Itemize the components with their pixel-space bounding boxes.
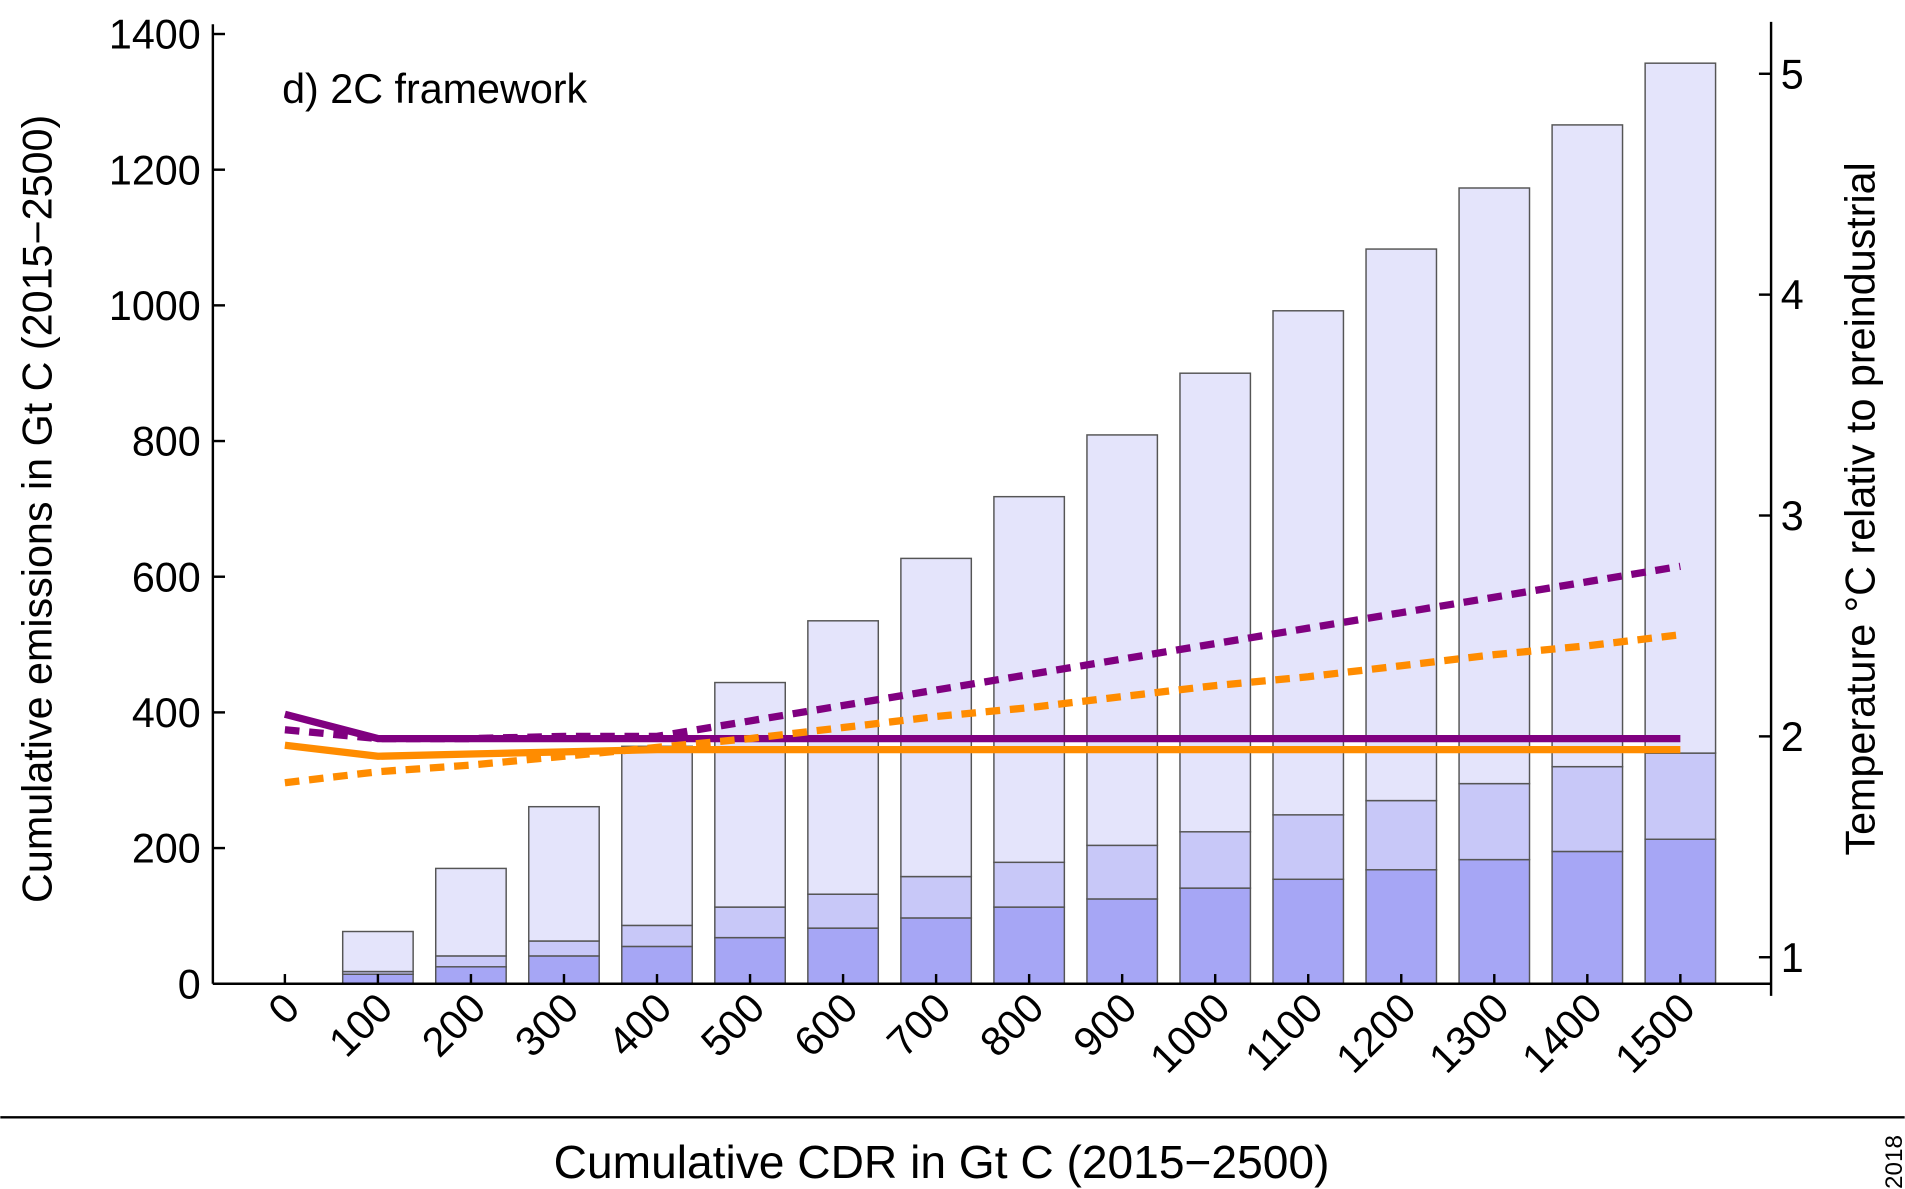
y-tick-label: 1400 [109, 12, 201, 58]
y-tick-label: 600 [132, 554, 201, 600]
y-tick-label: 800 [132, 419, 201, 465]
y-axis-label: Cumulative emissions in Gt C (2015−2500) [14, 115, 60, 903]
bar-segment [1272, 814, 1345, 881]
bar-segment [1551, 124, 1624, 768]
line-series [284, 631, 1681, 787]
x-tick-label: 200 [413, 984, 494, 1065]
bar-segment [528, 805, 600, 942]
y2-tick-label: 1 [1781, 935, 1804, 981]
x-tick-label: 1300 [1420, 984, 1517, 1081]
y-tick-label: 0 [178, 961, 201, 1007]
bar-segment [1365, 869, 1438, 985]
side-note: 2018 [1881, 1135, 1905, 1189]
bar-segment [1179, 372, 1252, 833]
bar-segment [1272, 310, 1345, 816]
y2-tick-label: 2 [1781, 714, 1804, 760]
y-tick-label: 400 [132, 690, 201, 736]
bar-segment [1551, 850, 1624, 985]
bar-segment [434, 955, 507, 968]
y-tick-label: 200 [132, 826, 201, 872]
x-tick-label: 1500 [1606, 984, 1703, 1081]
bar-segment [714, 906, 786, 939]
y2-tick-label: 3 [1781, 493, 1804, 539]
bar-segment [1551, 765, 1624, 853]
x-tick-label: 900 [1064, 984, 1145, 1065]
bar-segment [807, 893, 880, 929]
bar-segment [900, 875, 973, 919]
bar-segment [1179, 831, 1252, 889]
x-tick-label: 800 [971, 984, 1052, 1065]
bar-segment [341, 930, 414, 973]
bar-segment [1644, 752, 1717, 840]
y2-tick-label: 5 [1781, 51, 1804, 97]
x-tick-label: 300 [506, 984, 587, 1065]
bar-segment [1179, 887, 1252, 985]
x-tick-label: 700 [878, 984, 959, 1065]
x-axis-label: Cumulative CDR in Gt C (2015−2500) [554, 1136, 1330, 1188]
bar-segment [993, 495, 1066, 864]
bar-segment [434, 867, 507, 957]
y2-tick-label: 4 [1781, 272, 1804, 318]
y-tick-label: 1000 [109, 283, 201, 329]
bar-segment [1086, 844, 1159, 900]
bar-segment [900, 557, 973, 878]
bar-segment [1365, 799, 1438, 871]
bar-segment [993, 906, 1066, 985]
bar-segment [1365, 248, 1438, 802]
bar-segment [621, 745, 693, 927]
line-series [284, 741, 1681, 760]
bar-segment [1458, 858, 1531, 985]
bar-segment [1458, 187, 1531, 785]
x-tick-label: 100 [320, 984, 401, 1065]
x-tick-label: 1100 [1236, 984, 1331, 1079]
line-series [284, 562, 1681, 743]
x-tick-label: 0 [259, 984, 308, 1033]
bar-segment [1086, 898, 1159, 985]
x-tick-label: 1400 [1513, 984, 1610, 1081]
bar-segment [621, 924, 693, 948]
x-tick-label: 400 [599, 984, 680, 1065]
bar-segment [807, 620, 880, 895]
x-tick-label: 600 [785, 984, 866, 1065]
bar-segment [1458, 782, 1531, 861]
bar-segment [528, 940, 600, 957]
bar-segment [1644, 62, 1717, 754]
bar-segment [1272, 878, 1345, 985]
x-tick-label: 1000 [1141, 984, 1238, 1081]
bar-segment [993, 861, 1066, 908]
annotation: d) 2C framework [282, 66, 587, 112]
bar-segment [1086, 434, 1159, 847]
x-tick-label: 1200 [1327, 984, 1424, 1081]
x-tick-label: 500 [692, 984, 773, 1065]
bar-segment [900, 917, 973, 985]
y2-axis-label: Temperature °C relativ to preindustrial [1837, 162, 1883, 855]
bar-segment [1644, 838, 1717, 985]
y-tick-label: 1200 [109, 147, 201, 193]
